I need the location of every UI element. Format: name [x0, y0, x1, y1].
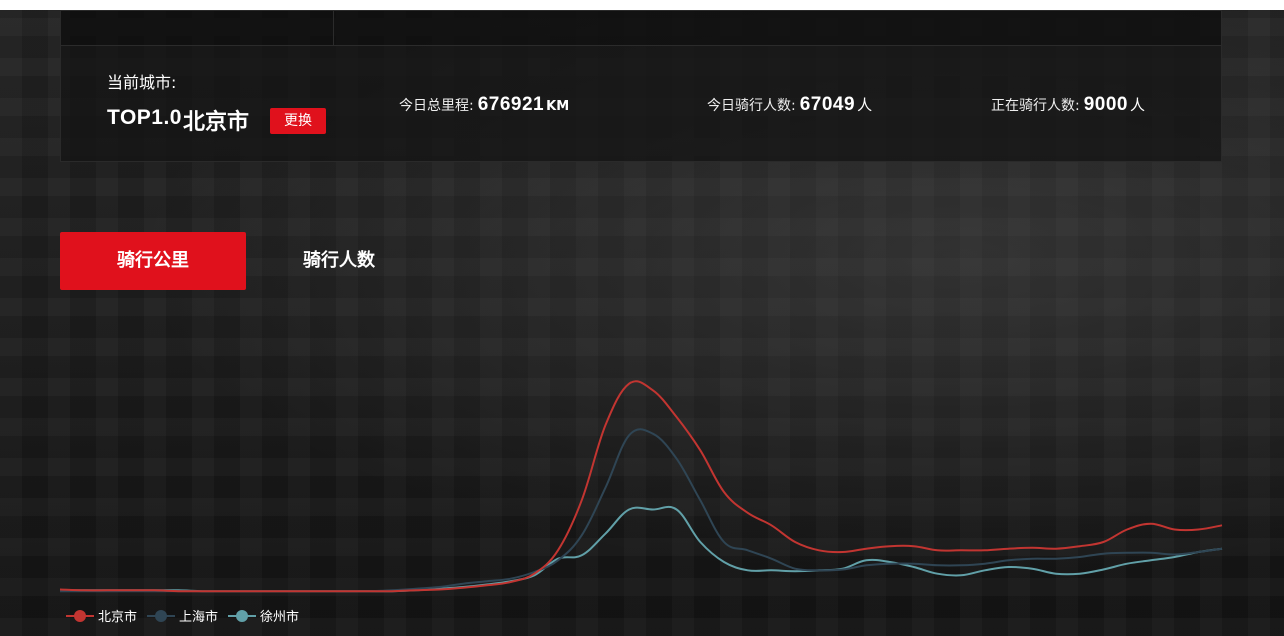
stat-label: 今日总里程: — [399, 98, 474, 114]
legend-item-shanghai[interactable]: 上海市 — [147, 606, 218, 625]
line-chart — [59, 380, 1223, 593]
legend-item-xuzhou[interactable]: 徐州市 — [228, 606, 299, 625]
stat-unit: 人 — [1130, 96, 1146, 114]
tab-riding-km[interactable]: 骑行公里 — [60, 232, 246, 290]
stat-unit: KM — [546, 99, 570, 114]
legend-label: 北京市 — [98, 610, 138, 625]
stat-label: 今日骑行人数: — [707, 98, 796, 114]
legend-marker — [147, 609, 176, 623]
city-name: 北京市 — [183, 110, 250, 135]
chart-tabs: 骑行公里 骑行人数 — [60, 232, 432, 290]
tab-rider-count[interactable]: 骑行人数 — [303, 250, 375, 271]
stat-riders-today: 今日骑行人数: 67049 人 — [707, 94, 872, 116]
stat-value: 9000 — [1083, 94, 1128, 115]
stat-total-distance: 今日总里程: 676921 KM — [399, 94, 569, 116]
city-rank: TOP1.0 — [107, 106, 182, 129]
stat-value: 67049 — [799, 94, 856, 115]
stat-unit: 人 — [857, 96, 873, 114]
series-line-0 — [59, 380, 1223, 593]
stat-label: 正在骑行人数: — [991, 98, 1080, 114]
change-city-button[interactable]: 更换 — [270, 108, 326, 134]
legend-item-beijing[interactable]: 北京市 — [66, 606, 137, 625]
chart-legend: 北京市 上海市 徐州市 — [66, 606, 309, 625]
legend-marker — [66, 609, 94, 623]
stat-value: 676921 — [477, 94, 545, 115]
stat-riding-now: 正在骑行人数: 9000 人 — [991, 94, 1145, 116]
city-stats-header: 当前城市: TOP1.0 北京市 更换 今日总里程: 676921 KM 今日骑… — [60, 10, 1222, 162]
header-divider — [333, 11, 334, 45]
legend-label: 徐州市 — [260, 610, 300, 625]
legend-marker — [228, 609, 257, 623]
series-line-1 — [59, 428, 1223, 593]
legend-label: 上海市 — [179, 610, 219, 625]
header-top-strip — [61, 11, 1221, 46]
top-band — [0, 0, 1284, 10]
current-city-label: 当前城市: — [107, 73, 177, 92]
